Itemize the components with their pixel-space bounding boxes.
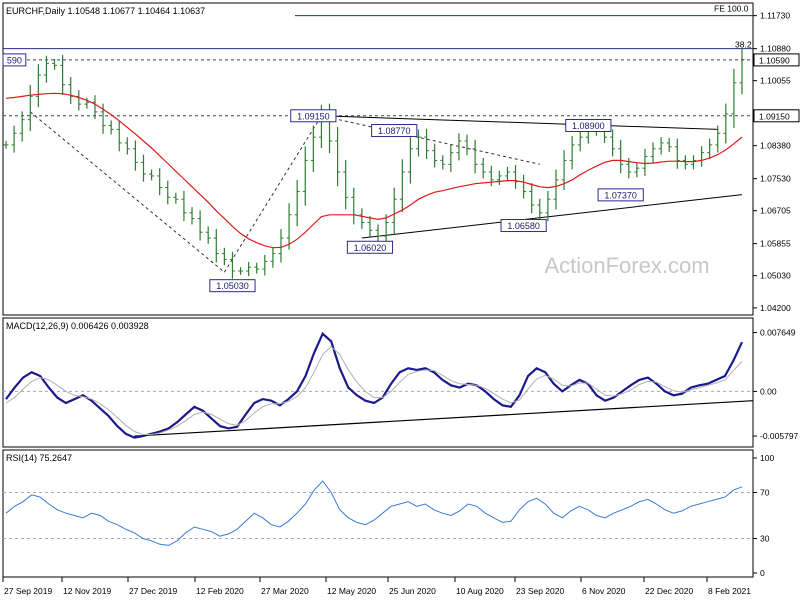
x-tick-label: 12 Feb 2020 <box>196 586 244 596</box>
level-price-tag-box <box>753 109 800 123</box>
price-y-tick-label: 1.08380 <box>760 141 791 151</box>
channel-dashed-line <box>321 115 540 165</box>
annotation-box <box>565 118 612 132</box>
price-y-tick-label: 1.10055 <box>760 76 791 86</box>
annotation-label: 1.06020 <box>354 243 387 253</box>
last-price-tag: 1.10590 <box>759 55 790 65</box>
x-tick-label: 12 May 2020 <box>327 586 376 596</box>
annotation-box <box>597 188 644 202</box>
price-y-tick-label: 1.11730 <box>760 11 790 21</box>
macd-y-tick-label: 0.007649 <box>760 328 796 338</box>
fib-38-label: 38.2 <box>735 40 752 50</box>
x-tick-label: 22 Dec 2020 <box>645 586 693 596</box>
x-tick-label: 12 Nov 2019 <box>63 586 111 596</box>
annotation-label: 590 <box>7 55 22 65</box>
x-tick-label: 8 Feb 2021 <box>708 586 751 596</box>
rsi-y-tick-label: 70 <box>760 488 770 498</box>
annotation-label: 1.09150 <box>297 111 330 121</box>
x-tick-label: 25 Jun 2020 <box>389 586 436 596</box>
last-price-tag-box <box>753 53 800 67</box>
annotation-label: 1.08900 <box>572 121 605 131</box>
x-tick-label: 27 Dec 2019 <box>129 586 177 596</box>
price-y-tick-label: 1.04200 <box>760 303 791 313</box>
lower-trendline <box>361 194 743 239</box>
rally-dashed-line <box>223 115 322 273</box>
macd-line <box>5 331 743 439</box>
price-y-tick-label: 1.10880 <box>760 44 791 54</box>
watermark: ActionForex.com <box>544 253 709 278</box>
rsi-y-tick-label: 0 <box>760 568 765 578</box>
rsi-y-tick-label: 30 <box>760 534 770 544</box>
price-y-tick-label: 1.05855 <box>760 239 791 249</box>
annotation-box <box>290 109 337 123</box>
annotation-box <box>371 124 418 138</box>
macd-panel-frame <box>2 317 754 448</box>
annotation-box <box>500 219 547 233</box>
macd-y-tick-label: -0.005797 <box>760 431 799 441</box>
signal-line <box>5 346 743 435</box>
annotation-label: 1.08770 <box>378 126 411 136</box>
annotation-box <box>2 53 27 67</box>
price-y-tick-label: 1.07530 <box>760 174 791 184</box>
upper-trendline <box>321 115 718 130</box>
x-tick-label: 6 Nov 2020 <box>582 586 626 596</box>
rsi-y-tick-label: 100 <box>760 453 774 463</box>
macd-y-tick-label: 0.00 <box>760 386 777 396</box>
price-y-tick-label: 1.05030 <box>760 271 791 281</box>
annotation-box <box>346 240 394 254</box>
x-tick-label: 23 Sep 2020 <box>516 586 564 596</box>
rsi-panel-title: RSI(14) 75.2647 <box>6 453 72 463</box>
annotation-label: 1.05030 <box>216 281 249 291</box>
rsi-panel-frame <box>2 449 754 578</box>
level-price-tag: 1.09150 <box>759 111 790 121</box>
price-panel-title: EURCHF,Daily 1.10548 1.10677 1.10464 1.1… <box>6 6 205 16</box>
rsi-line <box>5 480 743 546</box>
moving-average-line <box>5 92 743 249</box>
macd-trendline <box>134 400 754 437</box>
annotation-label: 1.07370 <box>604 190 637 200</box>
fe-100-label: FE 100.0 <box>714 4 749 14</box>
annotation-label: 1.06580 <box>507 221 540 231</box>
x-tick-label: 27 Sep 2019 <box>4 586 52 596</box>
price-y-tick-label: 1.06705 <box>760 206 791 216</box>
macd-panel-title: MACD(12,26,9) 0.006426 0.003928 <box>6 321 149 331</box>
price-panel-frame <box>2 2 754 316</box>
annotation-box <box>209 279 256 293</box>
x-tick-label: 27 Mar 2020 <box>261 586 309 596</box>
x-tick-label: 10 Aug 2020 <box>456 586 504 596</box>
